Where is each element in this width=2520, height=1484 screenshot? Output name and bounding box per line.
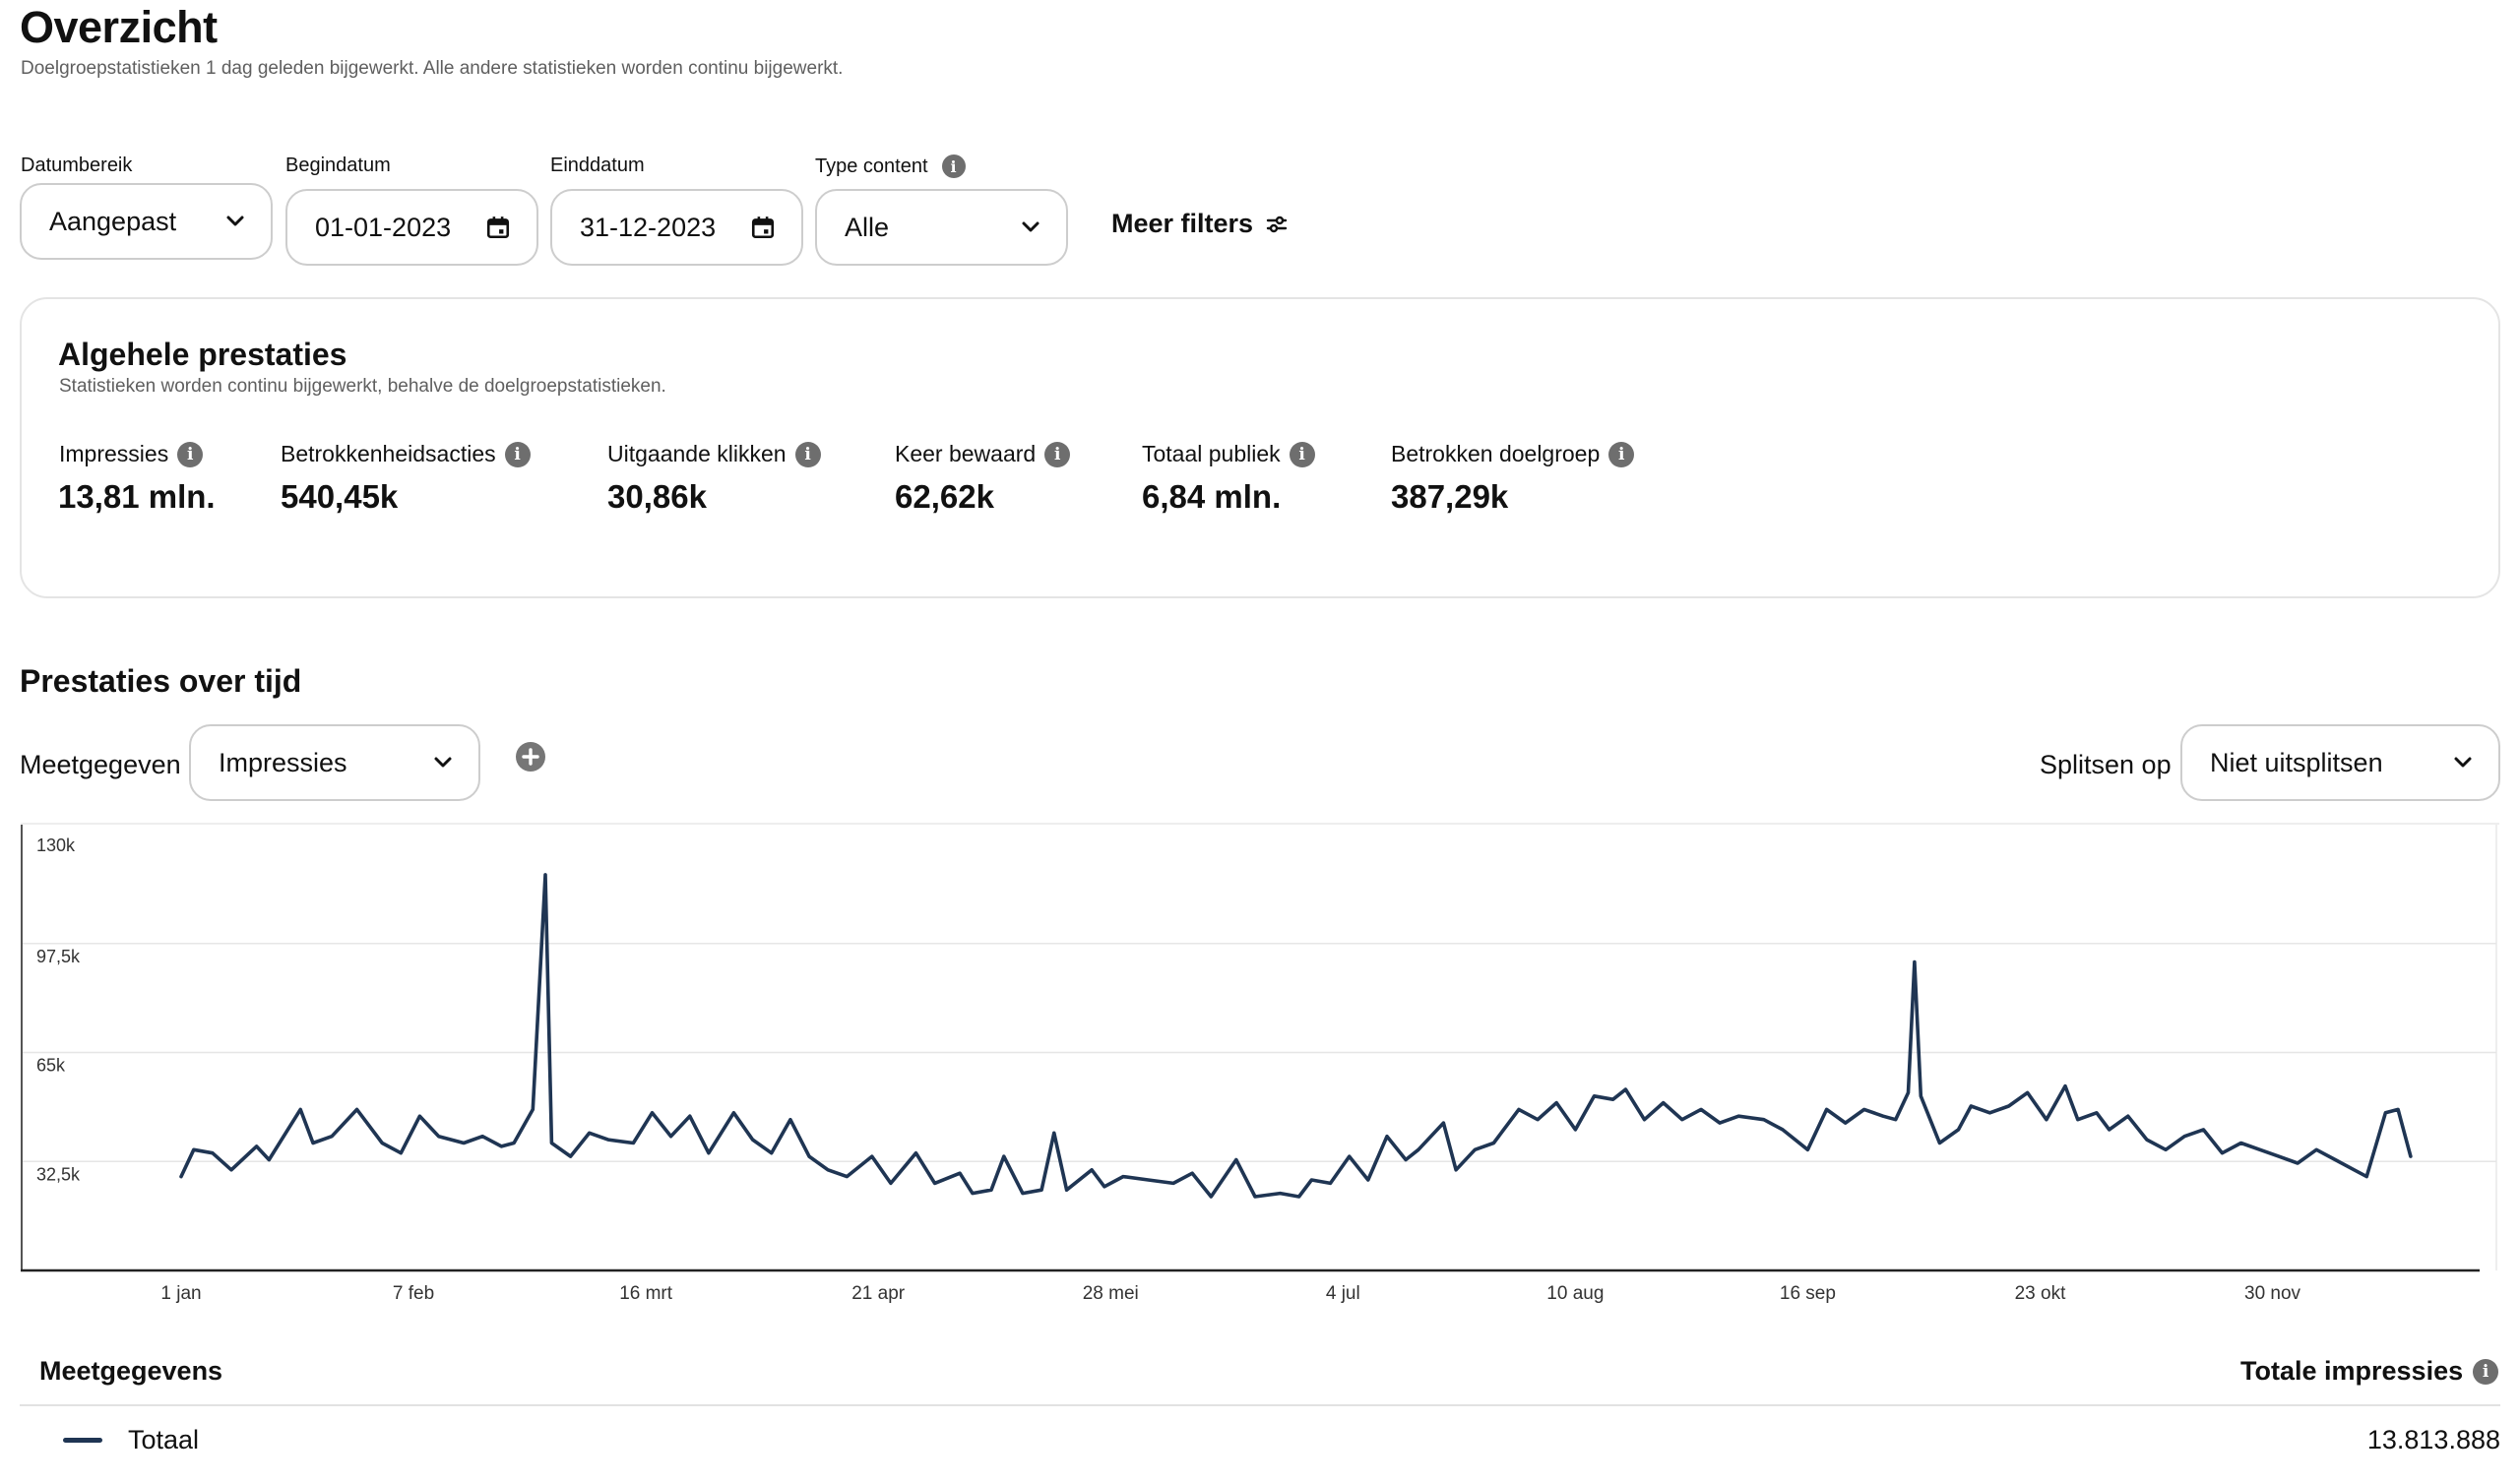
date-range-value: Aangepast <box>49 206 177 236</box>
impressions-line-chart: 32,5k 65k 97,5k 130k 1 jan 7 feb 16 mrt 21 apr 2… <box>21 823 2499 1304</box>
metric-label-total-audience: Totaal publiek i <box>1142 441 1315 467</box>
info-icon[interactable]: i <box>941 155 966 178</box>
x-tick-label: 30 nov <box>2244 1283 2301 1304</box>
x-tick-label: 1 jan <box>160 1283 201 1304</box>
add-metric-icon[interactable] <box>516 742 545 772</box>
table-divider <box>20 1404 2500 1406</box>
start-date-label: Begindatum <box>285 155 391 176</box>
chevron-down-icon <box>434 757 452 768</box>
end-date-label: Einddatum <box>550 155 645 176</box>
split-select-label: Splitsen op <box>2040 750 2172 779</box>
table-header-total: Totale impressies i <box>2240 1356 2499 1387</box>
date-range-select[interactable]: Aangepast <box>20 183 273 260</box>
metric-label-saves: Keer bewaard i <box>895 441 1071 467</box>
metric-label-impressions: Impressies i <box>59 441 204 467</box>
metric-value-engagements: 540,45k <box>281 478 399 515</box>
split-select-value: Niet uitsplitsen <box>2210 747 2383 777</box>
date-range-label: Datumbereik <box>21 155 133 176</box>
metric-select-label: Meetgegeven <box>20 750 181 779</box>
table-header-metrics: Meetgegevens <box>39 1356 223 1386</box>
metric-select-value: Impressies <box>219 747 347 777</box>
start-date-field[interactable]: 01-01-2023 <box>285 189 538 266</box>
metric-label-engaged-audience: Betrokken doelgroep i <box>1391 441 1635 467</box>
end-date-value: 31-12-2023 <box>580 212 717 242</box>
calendar-icon[interactable] <box>750 215 776 240</box>
info-icon[interactable]: i <box>1289 441 1315 467</box>
info-icon[interactable]: i <box>1044 441 1071 467</box>
y-tick-label: 65k <box>36 1056 66 1076</box>
start-date-value: 01-01-2023 <box>315 212 452 242</box>
table-header-total-label: Totale impressies <box>2240 1356 2464 1386</box>
chevron-down-icon <box>1022 221 1040 232</box>
split-select[interactable]: Niet uitsplitsen <box>2180 724 2500 801</box>
chevron-down-icon <box>2454 757 2472 768</box>
metric-label-outbound-clicks: Uitgaande klikken i <box>607 441 821 467</box>
page-subtitle: Doelgroepstatistieken 1 dag geleden bijg… <box>21 58 844 79</box>
content-type-label: Type content <box>815 155 928 177</box>
content-type-select[interactable]: Alle <box>815 189 1068 266</box>
y-tick-label: 130k <box>36 835 76 855</box>
end-date-field[interactable]: 31-12-2023 <box>550 189 803 266</box>
series-swatch <box>63 1438 102 1443</box>
chevron-down-icon <box>226 216 244 226</box>
sliders-icon <box>1266 216 1288 232</box>
x-tick-label: 16 sep <box>1780 1283 1836 1304</box>
overall-title: Algehele prestaties <box>58 337 347 372</box>
metric-value-engaged-audience: 387,29k <box>1391 478 1509 515</box>
x-tick-label: 10 aug <box>1546 1283 1604 1304</box>
info-icon[interactable]: i <box>504 441 531 467</box>
more-filters-label: Meer filters <box>1111 209 1254 238</box>
impressions-series-line <box>179 873 2413 1199</box>
info-icon[interactable]: i <box>177 441 204 467</box>
table-row-label: Totaal <box>128 1425 200 1454</box>
overall-subtitle: Statistieken worden continu bijgewerkt, … <box>59 376 666 397</box>
x-tick-label: 7 feb <box>393 1283 434 1304</box>
metric-select[interactable]: Impressies <box>189 724 480 801</box>
x-tick-label: 4 jul <box>1326 1283 1360 1304</box>
content-type-label-row: Type content i <box>815 155 966 178</box>
metric-value-outbound-clicks: 30,86k <box>607 478 707 515</box>
info-icon[interactable]: i <box>2473 1358 2499 1385</box>
metric-value-saves: 62,62k <box>895 478 994 515</box>
info-icon[interactable]: i <box>1608 441 1635 467</box>
metric-value-total-audience: 6,84 mln. <box>1142 478 1282 515</box>
page-title: Overzicht <box>20 2 218 52</box>
metric-label-engagements: Betrokkenheidsacties i <box>281 441 531 467</box>
content-type-value: Alle <box>845 212 890 242</box>
performance-title: Prestaties over tijd <box>20 663 302 699</box>
x-tick-label: 21 apr <box>851 1283 906 1304</box>
overall-performance-card <box>20 297 2500 598</box>
calendar-icon[interactable] <box>485 215 511 240</box>
table-row-value: 13.813.888 <box>2366 1425 2500 1454</box>
x-tick-label: 28 mei <box>1083 1283 1139 1304</box>
y-tick-label: 97,5k <box>36 947 81 966</box>
x-tick-label: 16 mrt <box>619 1283 673 1304</box>
x-tick-label: 23 okt <box>2015 1283 2066 1304</box>
info-icon[interactable]: i <box>794 441 821 467</box>
more-filters-button[interactable]: Meer filters <box>1111 209 1289 239</box>
metric-value-impressions: 13,81 mln. <box>58 478 216 515</box>
y-tick-label: 32,5k <box>36 1164 81 1184</box>
